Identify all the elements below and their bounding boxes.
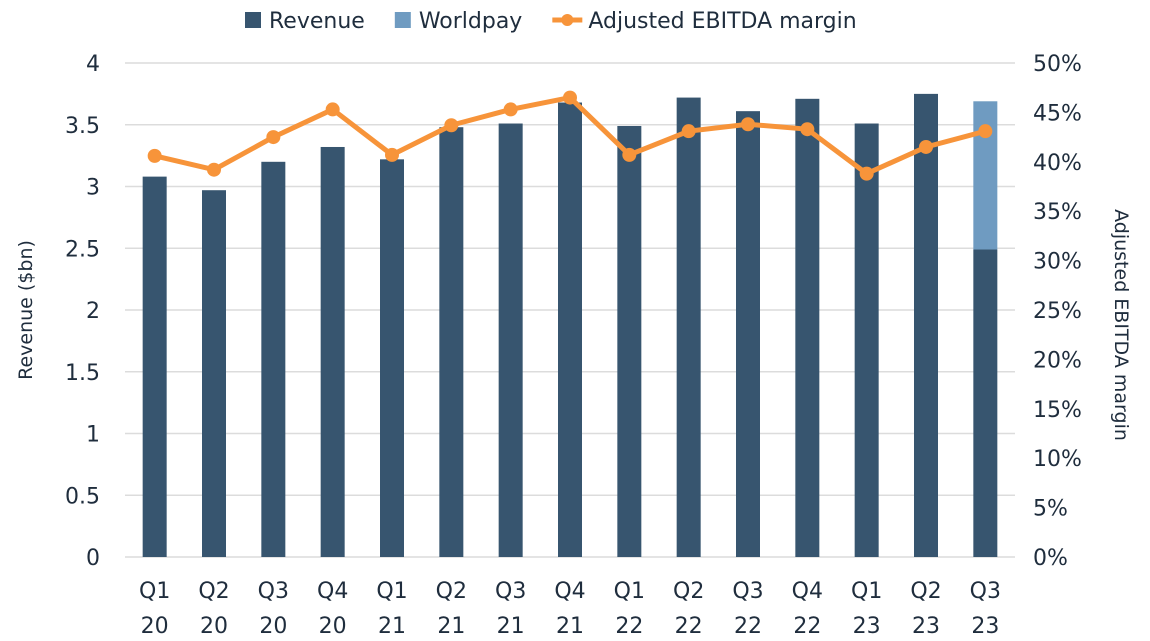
x-tick-label: Q2 <box>673 579 704 604</box>
y2-tick-label: 15% <box>1033 398 1082 423</box>
y-axis-title: Revenue ($bn) <box>15 240 37 380</box>
legend-swatch <box>245 12 261 28</box>
x-tick-label: 23 <box>853 614 881 639</box>
y2-tick-label: 20% <box>1033 348 1082 373</box>
line-point <box>503 102 518 117</box>
line-point <box>919 139 933 154</box>
y-tick-label: 1 <box>86 423 100 448</box>
x-tick-label: Q2 <box>198 579 229 604</box>
x-tick-label: 23 <box>912 614 940 639</box>
line-point <box>800 122 815 137</box>
x-tick-label: 20 <box>200 614 228 639</box>
bar-worldpay <box>973 101 998 250</box>
bar-revenue <box>439 127 464 557</box>
x-tick-label: 21 <box>378 614 406 639</box>
x-tick-label: Q4 <box>792 579 823 604</box>
bar-revenue <box>380 159 404 557</box>
x-tick-label: Q3 <box>732 579 763 604</box>
legend-label: Worldpay <box>419 9 523 34</box>
y2-tick-label: 40% <box>1033 151 1082 176</box>
x-tick-label: 23 <box>971 614 999 639</box>
legend-label: Adjusted EBITDA margin <box>588 9 856 34</box>
bar-revenue <box>498 123 523 557</box>
bar-revenue <box>914 93 938 557</box>
line-point <box>859 166 874 181</box>
line-point <box>622 147 637 162</box>
y2-tick-label: 25% <box>1033 299 1082 324</box>
x-tick-label: Q2 <box>910 579 941 604</box>
line-point <box>207 162 221 177</box>
y-tick-label: 3 <box>86 176 100 201</box>
x-tick-label: 21 <box>437 614 465 639</box>
bar-revenue <box>617 125 642 558</box>
x-tick-label: Q1 <box>376 579 407 604</box>
y2-tick-label: 5% <box>1033 497 1068 522</box>
x-tick-label: 22 <box>793 614 821 639</box>
x-tick-label: 21 <box>556 614 584 639</box>
line-point <box>444 118 459 133</box>
y2-axis-title: Adjusted EBITDA margin <box>1110 209 1132 441</box>
x-tick-label: Q1 <box>614 579 645 604</box>
legend-swatch <box>394 12 411 28</box>
y-tick-label: 2 <box>86 299 100 324</box>
bar-revenue <box>142 176 167 557</box>
y2-tick-label: 35% <box>1033 200 1082 225</box>
bar-revenue <box>320 146 345 558</box>
x-tick-label: 20 <box>141 614 169 639</box>
line-point <box>266 130 281 145</box>
x-tick-label: Q4 <box>317 579 348 604</box>
line-point <box>325 102 340 117</box>
y-tick-label: 2.5 <box>65 237 100 262</box>
y-tick-label: 0 <box>86 546 100 571</box>
line-point <box>681 124 696 139</box>
x-tick-label: Q1 <box>851 579 882 604</box>
bar-revenue <box>558 102 582 558</box>
x-tick-label: Q2 <box>436 579 467 604</box>
line-point <box>563 90 577 105</box>
y2-tick-label: 30% <box>1033 250 1082 275</box>
x-tick-label: 20 <box>319 614 347 639</box>
y-tick-label: 0.5 <box>65 484 100 509</box>
x-tick-label: 22 <box>615 614 643 639</box>
x-tick-label: 22 <box>734 614 762 639</box>
y2-tick-label: 10% <box>1033 447 1082 472</box>
bar-revenue <box>736 111 760 557</box>
y2-tick-label: 0% <box>1033 546 1068 571</box>
bar-revenue <box>676 97 701 557</box>
x-tick-label: Q3 <box>970 579 1001 604</box>
line-point <box>385 147 399 162</box>
bar-revenue <box>202 190 226 557</box>
legend-label: Revenue <box>269 9 365 34</box>
x-tick-label: Q3 <box>495 579 526 604</box>
bar-revenue <box>261 161 286 558</box>
y2-tick-label: 50% <box>1033 52 1082 77</box>
x-tick-label: 21 <box>497 614 525 639</box>
x-tick-label: Q3 <box>258 579 289 604</box>
x-tick-label: 20 <box>259 614 287 639</box>
line-point <box>741 117 755 132</box>
y2-tick-label: 45% <box>1033 101 1082 126</box>
y-tick-label: 3.5 <box>65 114 100 139</box>
bar-revenue <box>854 123 879 557</box>
y-tick-label: 1.5 <box>65 361 100 386</box>
line-point <box>978 124 993 139</box>
line-point <box>147 148 162 163</box>
legend-marker <box>561 14 574 26</box>
x-tick-label: Q1 <box>139 579 170 604</box>
bar-revenue <box>973 249 998 558</box>
bar-revenue <box>795 98 820 557</box>
y-tick-label: 4 <box>86 52 100 77</box>
x-tick-label: 22 <box>675 614 703 639</box>
x-tick-label: Q4 <box>554 579 585 604</box>
